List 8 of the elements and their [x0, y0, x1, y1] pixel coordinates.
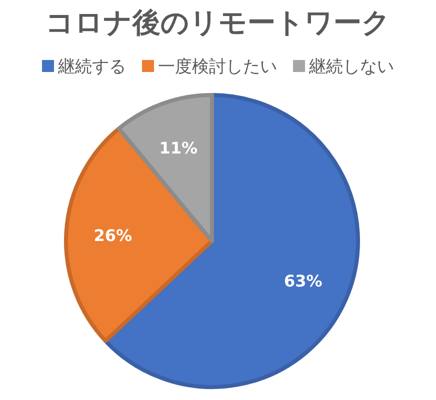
- pie-slice: [64, 126, 214, 343]
- legend-label: 継続しない: [308, 57, 394, 77]
- data-label: 63%: [284, 271, 322, 290]
- chart-title: コロナ後のリモートワーク: [46, 6, 390, 39]
- data-label: 11%: [159, 138, 198, 158]
- legend-label: 一度検討したい: [158, 57, 277, 77]
- data-label: 26%: [94, 226, 132, 245]
- legend-label: 継続する: [57, 57, 126, 77]
